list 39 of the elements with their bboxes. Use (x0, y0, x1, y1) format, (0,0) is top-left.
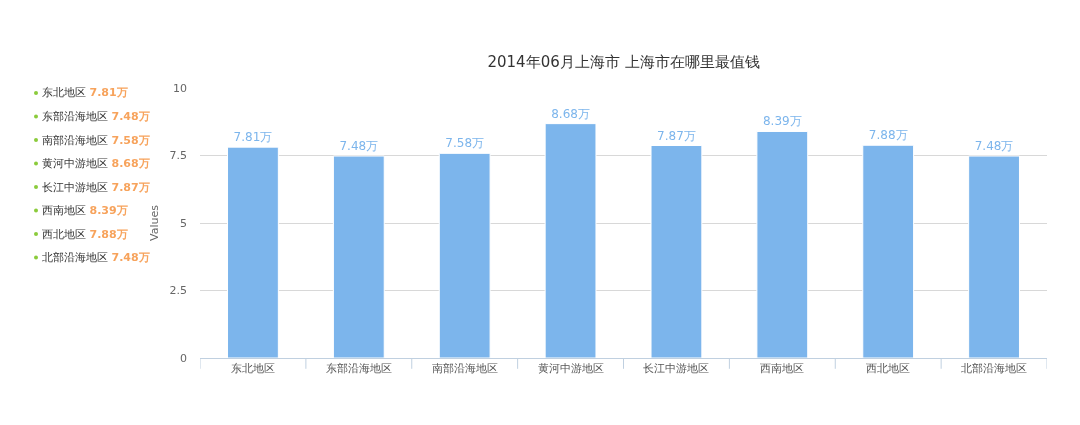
y-tick-label: 0 (180, 351, 187, 365)
x-tick-label: 西南地区 (760, 362, 805, 376)
data-label: 7.81万 (233, 130, 273, 145)
text: 黄河中游地区 8.68万 (42, 157, 150, 170)
data-label: 8.68万 (551, 106, 590, 121)
data-label: 7.58万 (445, 136, 485, 151)
data-label: 7.48万 (339, 139, 379, 154)
text: 北部沿海地区 7.48万 (42, 251, 150, 264)
bar (438, 152, 491, 358)
text: 南部沿海地区 7.58万 (42, 134, 150, 147)
x-tick-label: 长江中游地区 (643, 362, 710, 376)
text: 长江中游地区 7.87万 (42, 181, 150, 194)
text: 东北地区 7.81万 (42, 86, 128, 99)
x-tick-label: 东部沿海地区 (325, 362, 392, 376)
y-tick-label: 5 (180, 216, 187, 230)
bar (332, 155, 385, 358)
bar (227, 146, 279, 358)
data-label: 7.88万 (868, 128, 908, 143)
text: 西北地区 7.88万 (42, 228, 128, 241)
bar (544, 123, 597, 358)
y-tick-label: 10 (173, 81, 187, 95)
bar (862, 144, 915, 358)
x-tick-label: 东北地区 (230, 362, 275, 376)
data-label: 7.87万 (657, 128, 696, 143)
y-tick-label: 7.5 (169, 149, 187, 163)
x-tick-label: 西北地区 (866, 362, 911, 376)
x-tick-label: 南部沿海地区 (431, 362, 498, 376)
bar (650, 145, 703, 358)
data-label: 7.48万 (974, 139, 1014, 154)
y-axis-title: Values (148, 204, 162, 241)
text: 西南地区 8.39万 (42, 204, 128, 217)
text: 东部沿海地区 7.48万 (42, 110, 150, 123)
data-label: 8.39万 (762, 114, 802, 129)
bar (756, 130, 809, 358)
x-tick-label: 黄河中游地区 (537, 362, 604, 376)
y-tick-label: 2.5 (169, 284, 187, 298)
x-tick-label: 北部沿海地区 (961, 362, 1028, 376)
bar (968, 155, 1020, 358)
chart-title: 2014年06月上海市 上海市在哪里最值钱 (487, 53, 760, 72)
